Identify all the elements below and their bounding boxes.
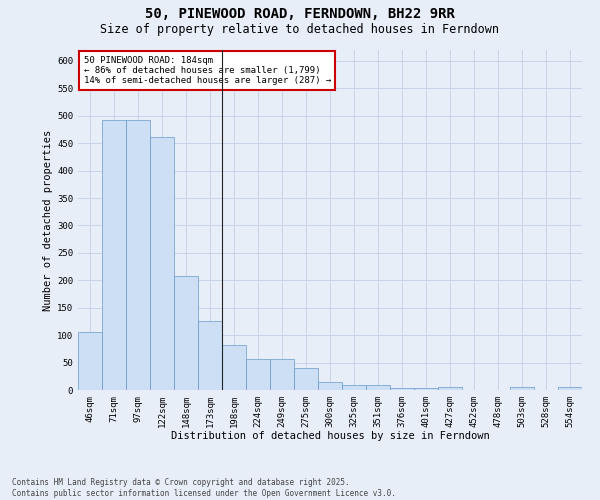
Bar (78, 332, 102, 390)
Bar (126, 120, 150, 390)
Bar (342, 384, 366, 390)
Text: Size of property relative to detached houses in Ferndown: Size of property relative to detached ho… (101, 22, 499, 36)
X-axis label: Distribution of detached houses by size in Ferndown: Distribution of detached houses by size … (170, 432, 490, 442)
Bar (102, 120, 126, 390)
Bar (294, 368, 318, 390)
Bar (222, 345, 246, 390)
Bar (270, 358, 294, 390)
Bar (246, 358, 270, 390)
Bar (318, 382, 342, 390)
Bar (390, 388, 414, 390)
Bar (438, 386, 462, 390)
Text: 50, PINEWOOD ROAD, FERNDOWN, BH22 9RR: 50, PINEWOOD ROAD, FERNDOWN, BH22 9RR (145, 8, 455, 22)
Y-axis label: Number of detached properties: Number of detached properties (43, 130, 53, 310)
Bar (414, 388, 438, 390)
Bar (150, 137, 174, 390)
Bar (366, 384, 390, 390)
Text: Contains HM Land Registry data © Crown copyright and database right 2025.
Contai: Contains HM Land Registry data © Crown c… (12, 478, 396, 498)
Text: 50 PINEWOOD ROAD: 184sqm
← 86% of detached houses are smaller (1,799)
14% of sem: 50 PINEWOOD ROAD: 184sqm ← 86% of detach… (83, 56, 331, 86)
Bar (174, 276, 198, 390)
Bar (510, 386, 534, 390)
Bar (558, 386, 582, 390)
Bar (198, 322, 222, 390)
